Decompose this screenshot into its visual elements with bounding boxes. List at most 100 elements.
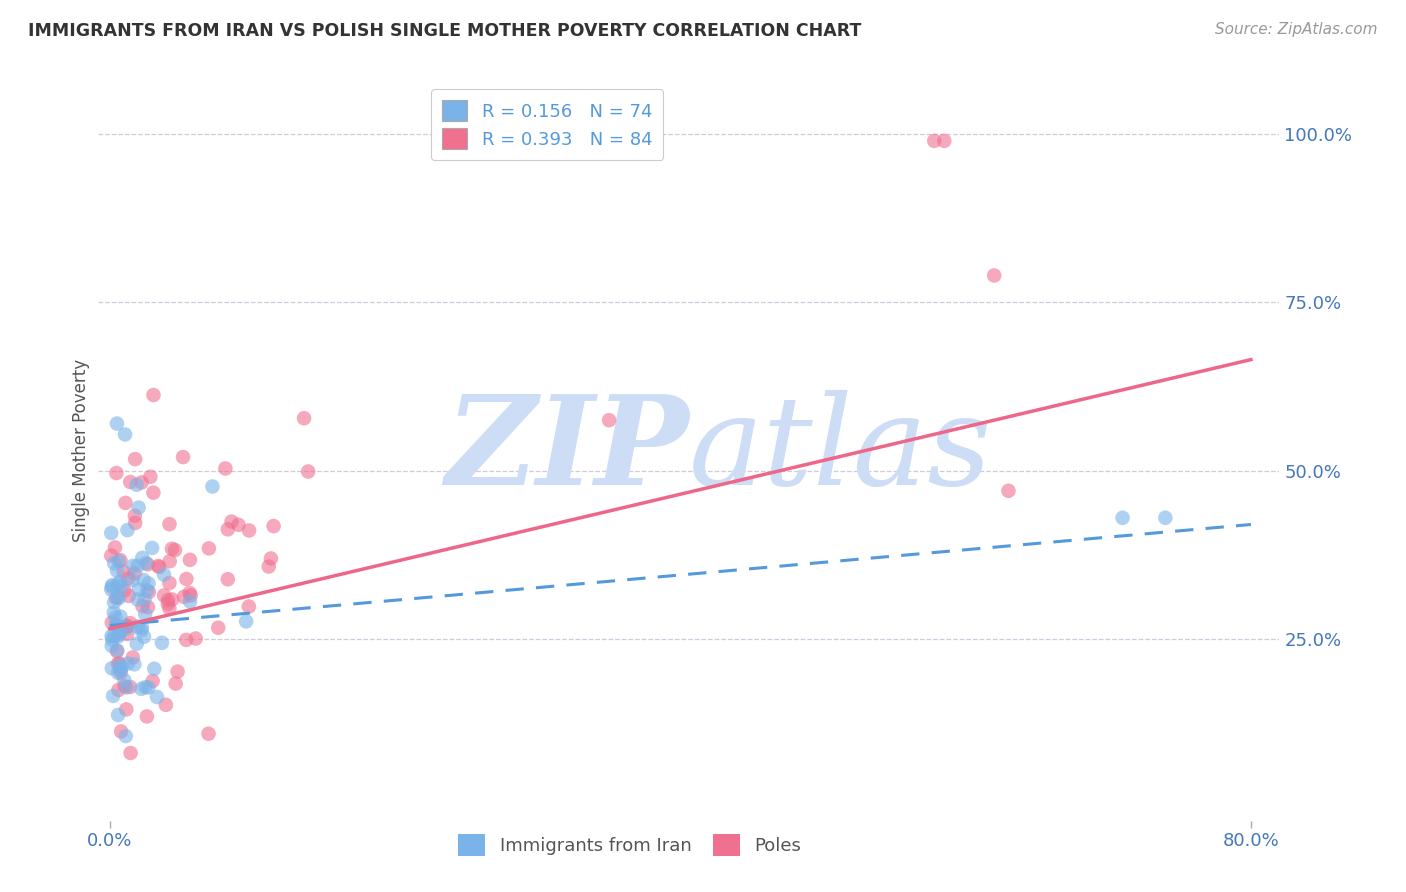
Point — [165, 676, 187, 690]
Point — [155, 698, 177, 712]
Point — [110, 724, 132, 739]
Point — [120, 616, 142, 631]
Point — [101, 580, 124, 594]
Point — [122, 558, 145, 573]
Point — [297, 465, 319, 479]
Point — [100, 629, 122, 643]
Point — [104, 617, 127, 632]
Point — [157, 601, 180, 615]
Point — [166, 665, 188, 679]
Point — [150, 636, 173, 650]
Point — [112, 583, 135, 598]
Point — [257, 559, 280, 574]
Point — [136, 600, 159, 615]
Point — [983, 268, 1005, 283]
Point — [107, 682, 129, 697]
Point — [198, 541, 221, 556]
Point — [156, 593, 179, 607]
Point — [136, 583, 159, 598]
Point — [184, 632, 207, 646]
Point — [105, 417, 128, 431]
Point — [201, 479, 224, 493]
Point — [117, 657, 139, 671]
Point — [117, 571, 139, 585]
Point — [110, 579, 132, 593]
Point — [100, 639, 122, 653]
Point — [214, 461, 236, 475]
Point — [1154, 510, 1177, 524]
Point — [138, 576, 160, 591]
Point — [136, 558, 159, 572]
Point — [138, 681, 160, 695]
Point — [179, 586, 201, 600]
Point — [173, 590, 195, 604]
Point — [103, 629, 125, 643]
Point — [1111, 510, 1133, 524]
Point — [124, 657, 146, 672]
Point — [131, 681, 153, 696]
Point — [104, 541, 127, 555]
Point — [108, 625, 131, 640]
Point — [107, 707, 129, 722]
Point — [131, 599, 153, 614]
Point — [292, 411, 315, 425]
Point — [104, 610, 127, 624]
Point — [153, 588, 176, 602]
Point — [101, 661, 124, 675]
Point — [124, 516, 146, 530]
Point — [110, 609, 132, 624]
Point — [174, 632, 197, 647]
Point — [120, 475, 142, 489]
Point — [107, 591, 129, 605]
Point — [101, 689, 124, 703]
Point — [180, 589, 202, 603]
Point — [127, 619, 149, 633]
Text: Source: ZipAtlas.com: Source: ZipAtlas.com — [1215, 22, 1378, 37]
Point — [134, 592, 156, 607]
Point — [159, 554, 181, 568]
Point — [934, 134, 956, 148]
Point — [143, 662, 166, 676]
Point — [128, 582, 150, 597]
Point — [107, 657, 129, 671]
Point — [142, 485, 165, 500]
Point — [207, 621, 229, 635]
Point — [105, 564, 128, 578]
Point — [135, 680, 157, 694]
Point — [105, 644, 128, 658]
Point — [159, 576, 181, 591]
Point — [115, 619, 138, 633]
Point — [163, 543, 186, 558]
Text: ZIP: ZIP — [446, 390, 689, 511]
Point — [118, 680, 141, 694]
Point — [142, 673, 165, 688]
Point — [146, 690, 169, 704]
Point — [101, 632, 124, 647]
Point — [132, 630, 155, 644]
Point — [115, 681, 138, 695]
Point — [997, 483, 1019, 498]
Point — [114, 729, 136, 743]
Point — [124, 452, 146, 467]
Point — [112, 673, 135, 688]
Point — [124, 566, 146, 581]
Point — [141, 541, 163, 555]
Text: IMMIGRANTS FROM IRAN VS POLISH SINGLE MOTHER POVERTY CORRELATION CHART: IMMIGRANTS FROM IRAN VS POLISH SINGLE MO… — [28, 22, 862, 40]
Point — [172, 450, 194, 464]
Point — [101, 578, 124, 592]
Point — [238, 524, 260, 538]
Point — [238, 599, 260, 614]
Point — [108, 574, 131, 589]
Point — [100, 526, 122, 541]
Point — [108, 657, 131, 671]
Point — [135, 709, 157, 723]
Point — [107, 665, 129, 680]
Point — [105, 466, 128, 480]
Point — [105, 619, 128, 633]
Point — [114, 679, 136, 693]
Point — [121, 573, 143, 587]
Point — [108, 659, 131, 673]
Point — [176, 572, 198, 586]
Point — [131, 620, 153, 634]
Point — [108, 591, 131, 606]
